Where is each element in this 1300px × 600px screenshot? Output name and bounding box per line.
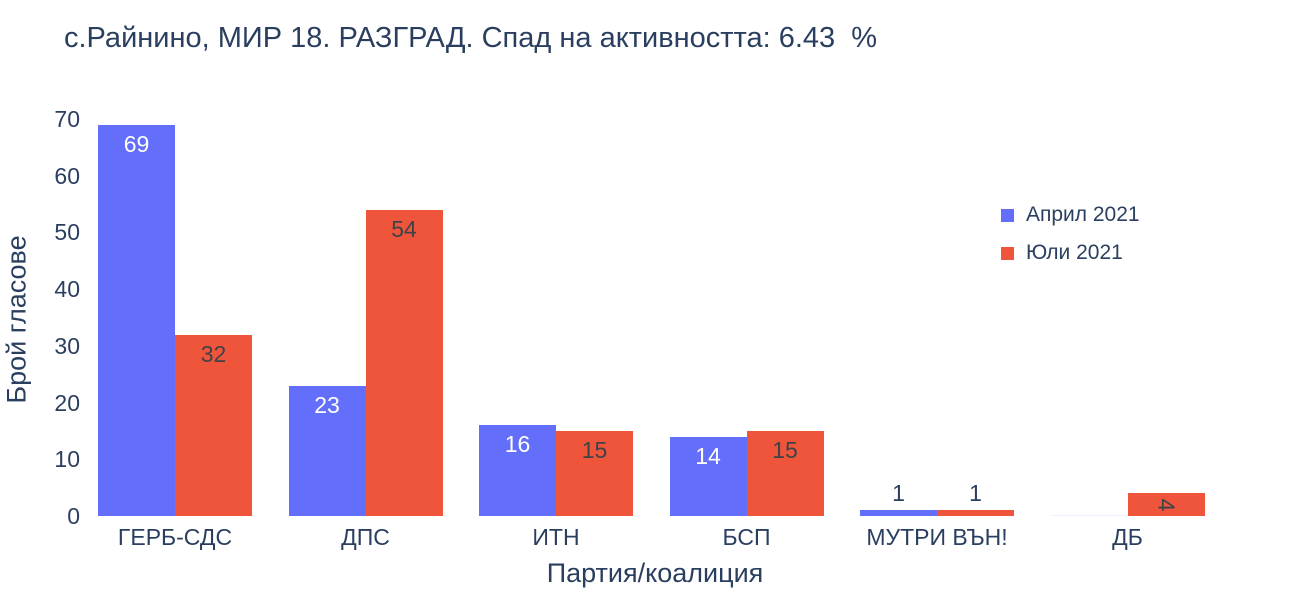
bar-series1-cat3[interactable] bbox=[479, 425, 556, 516]
x-tick-label-cat5: МУТРИ ВЪН! bbox=[866, 524, 1008, 550]
x-tick-label-cat2: ДПС bbox=[341, 524, 390, 550]
y-tick-label: 40 bbox=[54, 276, 80, 303]
y-tick-label: 60 bbox=[54, 162, 80, 189]
y-tick-label: 70 bbox=[54, 106, 80, 132]
chart-title: с.Райнино, МИР 18. РАЗГРАД. Спад на акти… bbox=[64, 22, 878, 54]
y-tick-label: 30 bbox=[54, 332, 80, 359]
bar-series2-cat3[interactable] bbox=[556, 430, 633, 516]
bar-series2-cat1[interactable] bbox=[175, 334, 252, 516]
x-axis-title: Партия/коалиция bbox=[546, 558, 764, 588]
x-tick-label-cat1: ГЕРБ-СДС bbox=[117, 524, 233, 550]
x-tick-label-cat6: ДБ bbox=[1112, 524, 1143, 550]
legend-item-series1[interactable]: Април 2021 bbox=[1001, 196, 1140, 234]
bar-series2-cat5[interactable] bbox=[937, 510, 1014, 516]
legend-swatch-icon bbox=[1001, 208, 1014, 222]
bar-value-label: 1 bbox=[892, 480, 905, 507]
x-tick-label-cat4: БСП bbox=[722, 524, 771, 550]
legend-item-series2[interactable]: Юли 2021 bbox=[1001, 234, 1140, 272]
legend-swatch-icon bbox=[1001, 246, 1014, 260]
x-tick-label-cat3: ИТН bbox=[532, 524, 580, 550]
bar-series1-cat2[interactable] bbox=[288, 385, 366, 516]
bar-series1-cat4[interactable] bbox=[669, 436, 747, 516]
y-axis-title: Брой гласове bbox=[1, 235, 32, 404]
legend-label: Април 2021 bbox=[1026, 203, 1140, 226]
legend-label: Юли 2021 bbox=[1026, 241, 1123, 264]
y-tick-label: 50 bbox=[54, 219, 80, 246]
bar-series2-cat6[interactable] bbox=[1127, 493, 1205, 516]
bar-series2-cat2[interactable] bbox=[365, 209, 443, 516]
bar-series1-cat5[interactable] bbox=[860, 510, 937, 516]
y-tick-label: 20 bbox=[54, 389, 80, 416]
bar-value-label: 1 bbox=[969, 480, 982, 507]
legend: Април 2021 Юли 2021 bbox=[1001, 196, 1140, 272]
bar-series1-cat1[interactable] bbox=[98, 124, 175, 516]
y-tick-label: 0 bbox=[67, 503, 80, 529]
bar-series2-cat4[interactable] bbox=[746, 430, 824, 516]
zero-bar-series1-cat6[interactable] bbox=[1050, 515, 1128, 516]
y-tick-label: 10 bbox=[54, 446, 80, 473]
